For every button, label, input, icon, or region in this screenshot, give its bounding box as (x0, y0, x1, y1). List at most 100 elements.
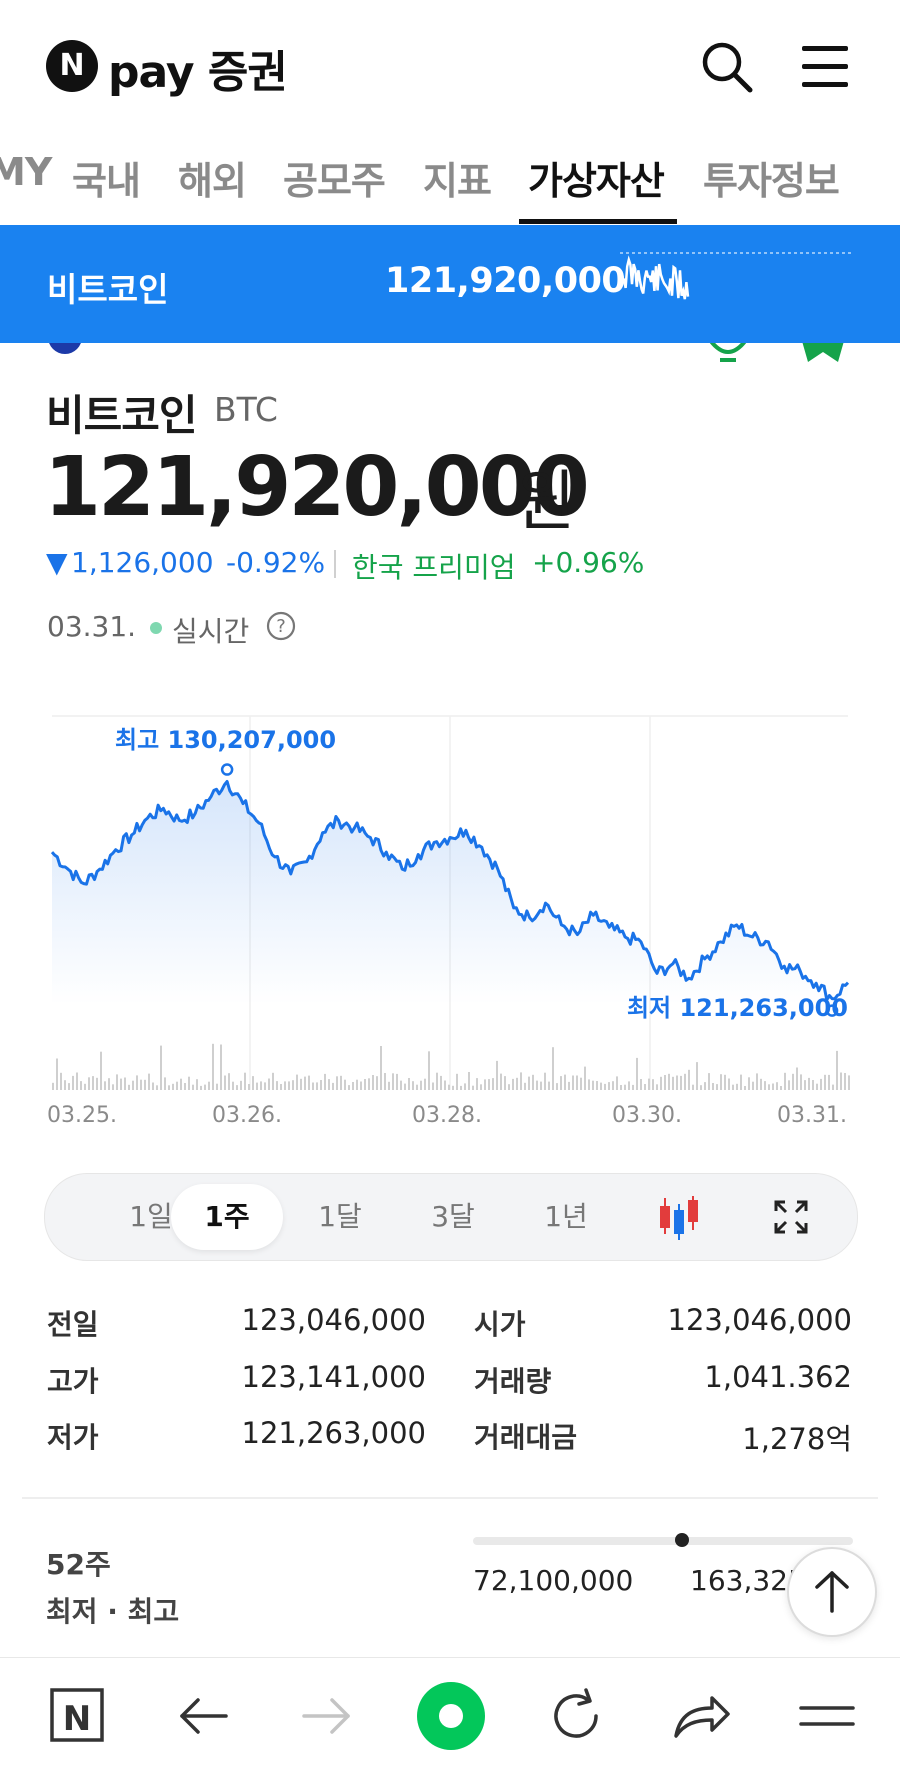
volume-bar (668, 1073, 670, 1090)
volume-bar (500, 1073, 502, 1090)
volume-bar (524, 1082, 526, 1090)
volume-bar (712, 1083, 714, 1090)
forward-arrow-icon[interactable] (296, 1684, 360, 1748)
fullscreen-icon[interactable] (774, 1200, 808, 1234)
volume-bar (284, 1081, 286, 1090)
volume-bar (720, 1074, 722, 1090)
period-1m[interactable]: 1달 (318, 1200, 362, 1233)
volume-bar (68, 1083, 70, 1090)
candlestick-chart-icon[interactable] (657, 1194, 701, 1240)
period-3m[interactable]: 3달 (431, 1200, 475, 1233)
volume-bar (136, 1075, 138, 1090)
volume-bar (192, 1084, 194, 1090)
current-price: 121,920,000 (44, 440, 590, 535)
naver-pay-logo-icon[interactable]: N (46, 40, 98, 92)
bell-icon[interactable] (706, 330, 750, 366)
week52-current-marker (675, 1533, 689, 1547)
share-icon[interactable] (668, 1684, 732, 1748)
volume-bar (388, 1081, 390, 1090)
volume-bar (848, 1075, 850, 1090)
volume-bar (792, 1073, 794, 1090)
period-1d[interactable]: 1일 (129, 1200, 173, 1233)
green-circle-icon[interactable] (415, 1680, 487, 1752)
stat-label-high: 고가 (47, 1365, 99, 1398)
volume-bar (780, 1086, 782, 1090)
tab-domestic[interactable]: 국내 (72, 159, 141, 203)
volume-bar (240, 1080, 242, 1090)
volume-bar (620, 1085, 622, 1090)
volume-bar (184, 1083, 186, 1090)
volume-bar (504, 1076, 506, 1090)
x-tick-label: 03.28. (412, 1103, 482, 1128)
sticky-coin-name: 비트코인 (47, 270, 169, 309)
volume-bar (256, 1082, 258, 1090)
price-chart[interactable]: 최고 130,207,000 최저 121,263,000 03.25. 03.2… (40, 700, 860, 1130)
volume-bar (652, 1079, 654, 1090)
volume-bar (156, 1085, 158, 1090)
volume-bar (308, 1075, 310, 1090)
volume-bar (412, 1081, 414, 1090)
volume-bar (660, 1076, 662, 1090)
week52-sublabel: 최저 · 최고 (46, 1595, 180, 1628)
tab-ipo[interactable]: 공모주 (283, 159, 386, 203)
volume-bar (636, 1057, 638, 1090)
volume-bar (380, 1046, 382, 1090)
volume-bar (212, 1043, 214, 1090)
volume-bar (436, 1072, 438, 1090)
volume-bar (644, 1084, 646, 1090)
volume-bar (112, 1084, 114, 1090)
volume-bar (708, 1073, 710, 1090)
low-label: 최저 121,263,000 (627, 994, 848, 1022)
sticky-mini-chart (620, 252, 852, 300)
volume-bar (828, 1074, 830, 1090)
volume-bar (312, 1082, 314, 1090)
tab-indicators[interactable]: 지표 (423, 159, 492, 203)
x-tick-label: 03.25. (47, 1103, 117, 1128)
search-icon[interactable] (700, 40, 754, 94)
back-arrow-icon[interactable] (170, 1684, 234, 1748)
tab-my[interactable]: MY (0, 150, 52, 194)
app-title[interactable]: pay 증권 (108, 47, 288, 98)
volume-bar (584, 1066, 586, 1090)
help-icon[interactable]: ? (266, 611, 296, 641)
volume-bar (272, 1072, 274, 1090)
period-1w[interactable]: 1주 (171, 1184, 283, 1250)
volume-bar (340, 1075, 342, 1090)
category-tabs: MY 국내 해외 공모주 지표 가상자산 투자정보 (0, 150, 900, 225)
volume-bar (208, 1081, 210, 1090)
volume-bar (464, 1083, 466, 1090)
volume-bar (404, 1083, 406, 1090)
volume-bar (100, 1051, 102, 1090)
korea-premium-label[interactable]: 한국 프리미엄 (352, 551, 516, 584)
volume-bar (744, 1086, 746, 1090)
tab-crypto[interactable]: 가상자산 (528, 159, 665, 203)
volume-bar (176, 1081, 178, 1090)
volume-bar (656, 1084, 658, 1090)
sticky-price-bar[interactable]: 비트코인 121,920,000 (0, 225, 900, 343)
menu-icon[interactable] (795, 1684, 859, 1748)
volume-bar (376, 1076, 378, 1090)
volume-bar (60, 1072, 62, 1090)
tab-investment-info[interactable]: 투자정보 (703, 159, 840, 203)
volume-bar (244, 1072, 246, 1090)
volume-bar (596, 1081, 598, 1090)
volume-bar (268, 1078, 270, 1090)
x-tick-label: 03.31. (777, 1103, 847, 1128)
n-home-icon[interactable]: N (46, 1684, 110, 1748)
period-1y[interactable]: 1년 (544, 1200, 588, 1233)
stat-value-trade-value: 1,278억 (742, 1422, 852, 1456)
stat-value-low: 121,263,000 (241, 1416, 427, 1450)
refresh-icon[interactable] (544, 1684, 608, 1748)
hamburger-menu-icon[interactable] (800, 44, 850, 90)
volume-bar (148, 1073, 150, 1090)
stat-label-trade-value: 거래대금 (474, 1421, 578, 1454)
volume-bar (544, 1072, 546, 1090)
realtime-label: 실시간 (172, 615, 250, 648)
tab-overseas[interactable]: 해외 (178, 159, 247, 203)
volume-bar (588, 1079, 590, 1090)
volume-bar (548, 1081, 550, 1090)
volume-bar (696, 1062, 698, 1090)
volume-bar (648, 1078, 650, 1090)
volume-bar (120, 1078, 122, 1090)
scroll-to-top-button[interactable] (787, 1547, 877, 1637)
